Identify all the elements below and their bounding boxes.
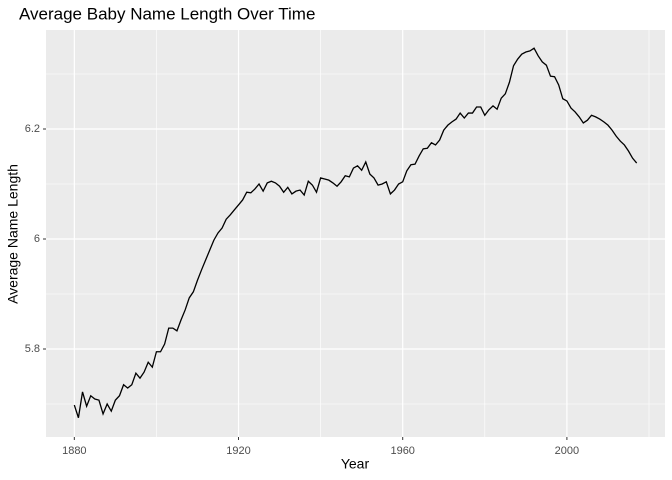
plot-panel	[46, 30, 665, 437]
x-tick-label: 1880	[62, 445, 86, 457]
data-line	[73, 47, 638, 418]
x-tick-label: 1920	[226, 445, 250, 457]
x-tick-label: 1960	[390, 445, 414, 457]
x-axis-title: Year	[341, 456, 370, 472]
y-tick-label: 6	[34, 233, 40, 245]
x-tick-label: 2000	[555, 445, 579, 457]
y-axis-title: Average Name Length	[5, 164, 21, 304]
chart-title: Average Baby Name Length Over Time	[19, 4, 315, 23]
y-tick-label: 5.8	[25, 343, 40, 355]
y-tick-label: 6.2	[25, 123, 40, 135]
